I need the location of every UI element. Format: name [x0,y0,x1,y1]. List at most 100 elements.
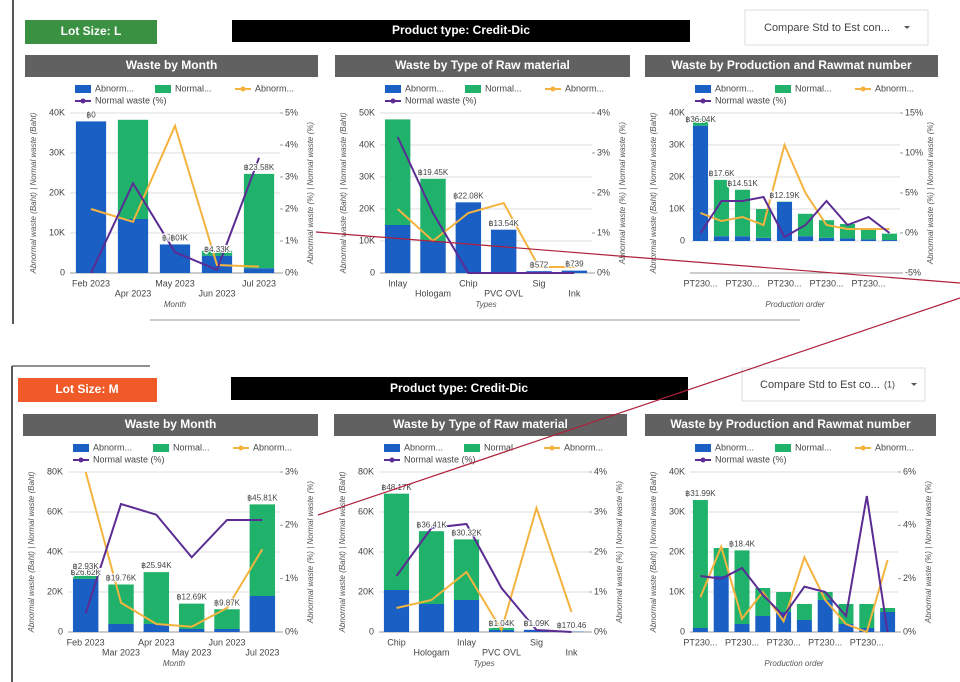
x-tick-label: PT230... [725,637,759,647]
legend-swatch [155,85,171,93]
compare-dropdown[interactable] [744,9,929,46]
x-tick-label: PVC OVL [482,647,521,657]
x-tick-label: Jul 2023 [245,647,279,657]
y2-axis-title: Abnormal waste (%) | Normal waste (%) [618,122,627,265]
data-label: ฿48.17K [381,483,412,492]
data-label: ฿12.19K [769,191,800,200]
legend-swatch [78,457,84,463]
data-label: ฿1.09K [524,619,551,628]
chart-title: Waste by Type of Raw material [393,417,568,431]
legend-swatch [695,444,711,452]
bar-segment [838,624,854,632]
y-tick-label: 80K [358,466,374,476]
bar-segment [249,596,276,632]
bar-segment [796,604,812,620]
y-tick-label: 60K [47,506,63,516]
x-axis-title: Month [164,300,187,309]
y2-tick-label: 0% [594,626,607,636]
y2-axis-title: Abnormal waste (%) | Normal waste (%) [924,481,933,624]
bar-segment [755,616,771,632]
data-label: ฿13.54K [488,219,519,228]
legend-label: Normal... [173,442,210,452]
product-type-bar [232,20,690,42]
legend-label: Normal... [795,442,832,452]
y-tick-label: 40K [47,546,63,556]
y-axis-title: Abnormal waste (Baht) | Normal waste (Ba… [649,112,658,274]
lot-size: Lot Size: M [55,382,118,396]
legend-swatch [385,85,401,93]
y2-tick-label: 0% [905,227,918,237]
bar-segment [713,179,730,237]
bar-segment [755,588,771,616]
bar-segment [72,572,99,579]
y-tick-label: 50K [359,107,375,117]
y-tick-label: 40K [49,107,65,117]
legend-swatch [389,457,395,463]
legend-swatch [73,444,89,452]
y-tick-label: 40K [669,107,685,117]
bar-segment [797,236,814,241]
y2-tick-label: 2% [594,546,607,556]
y-tick-label: 0 [370,267,375,277]
legend-label: Abnorm... [875,83,914,93]
bar-segment [817,600,833,632]
y2-tick-label: 3% [594,506,607,516]
x-tick-label: Hologam [415,288,451,298]
y2-tick-label: 3% [285,466,298,476]
data-label: ฿0 [86,111,96,120]
bar-segment [418,604,445,632]
y2-tick-label: 1% [594,586,607,596]
bar-segment [159,244,191,273]
y-tick-label: 20K [669,171,685,181]
y-tick-label: 40K [669,466,685,476]
bar-segment [243,268,275,273]
data-label: ฿4.33K [204,245,231,254]
bar-segment [860,228,877,240]
bar-segment [881,233,898,241]
legend-label: Abnorm... [255,83,294,93]
x-tick-label: May 2023 [172,647,212,657]
y2-tick-label: 0% [597,267,610,277]
legend-swatch [775,85,791,93]
x-tick-label: Feb 2023 [67,637,105,647]
x-tick-label: Hologam [413,647,449,657]
y-tick-label: 20K [359,203,375,213]
x-tick-label: Jun 2023 [208,637,245,647]
y2-tick-label: 1% [597,227,610,237]
bar-segment [734,236,751,241]
lot-size-badge [25,20,157,44]
data-label: ฿17.6K [709,169,736,178]
compare-dropdown[interactable] [741,367,926,402]
bar-segment [881,240,898,241]
legend-swatch [695,85,711,93]
bar-segment [692,500,708,628]
chart-title: Waste by Production and Rawmat number [670,417,911,431]
data-label: ฿26.62K [70,568,101,577]
bar-segment [383,590,410,632]
x-tick-label: Mar 2023 [102,647,140,657]
y-tick-label: 10K [669,203,685,213]
bar-segment [418,531,445,604]
chart-title: Waste by Type of Raw material [395,58,570,72]
legend-label: Abnorm... [715,442,754,452]
y-tick-label: 20K [49,187,65,197]
legend-label: Normal... [795,83,832,93]
chart-header [645,55,938,77]
y2-tick-label: 1% [285,235,298,245]
y-tick-label: 0 [680,626,685,636]
line-series [90,157,260,274]
bar-segment [734,624,750,632]
line-series [396,504,573,633]
y-tick-label: 0 [58,626,63,636]
y2-tick-label: 3% [285,171,298,181]
legend-label: Abnorm... [875,442,914,452]
y-tick-label: 30K [49,147,65,157]
x-tick-label: Chip [459,278,478,288]
line-series [84,471,264,628]
data-label: ฿45.81K [247,493,278,502]
y-axis-title: Abnormal waste (Baht) | Normal waste (Ba… [27,471,36,633]
bar-segment [561,270,588,273]
legend-swatch [860,86,866,92]
annotation-line [315,231,960,284]
